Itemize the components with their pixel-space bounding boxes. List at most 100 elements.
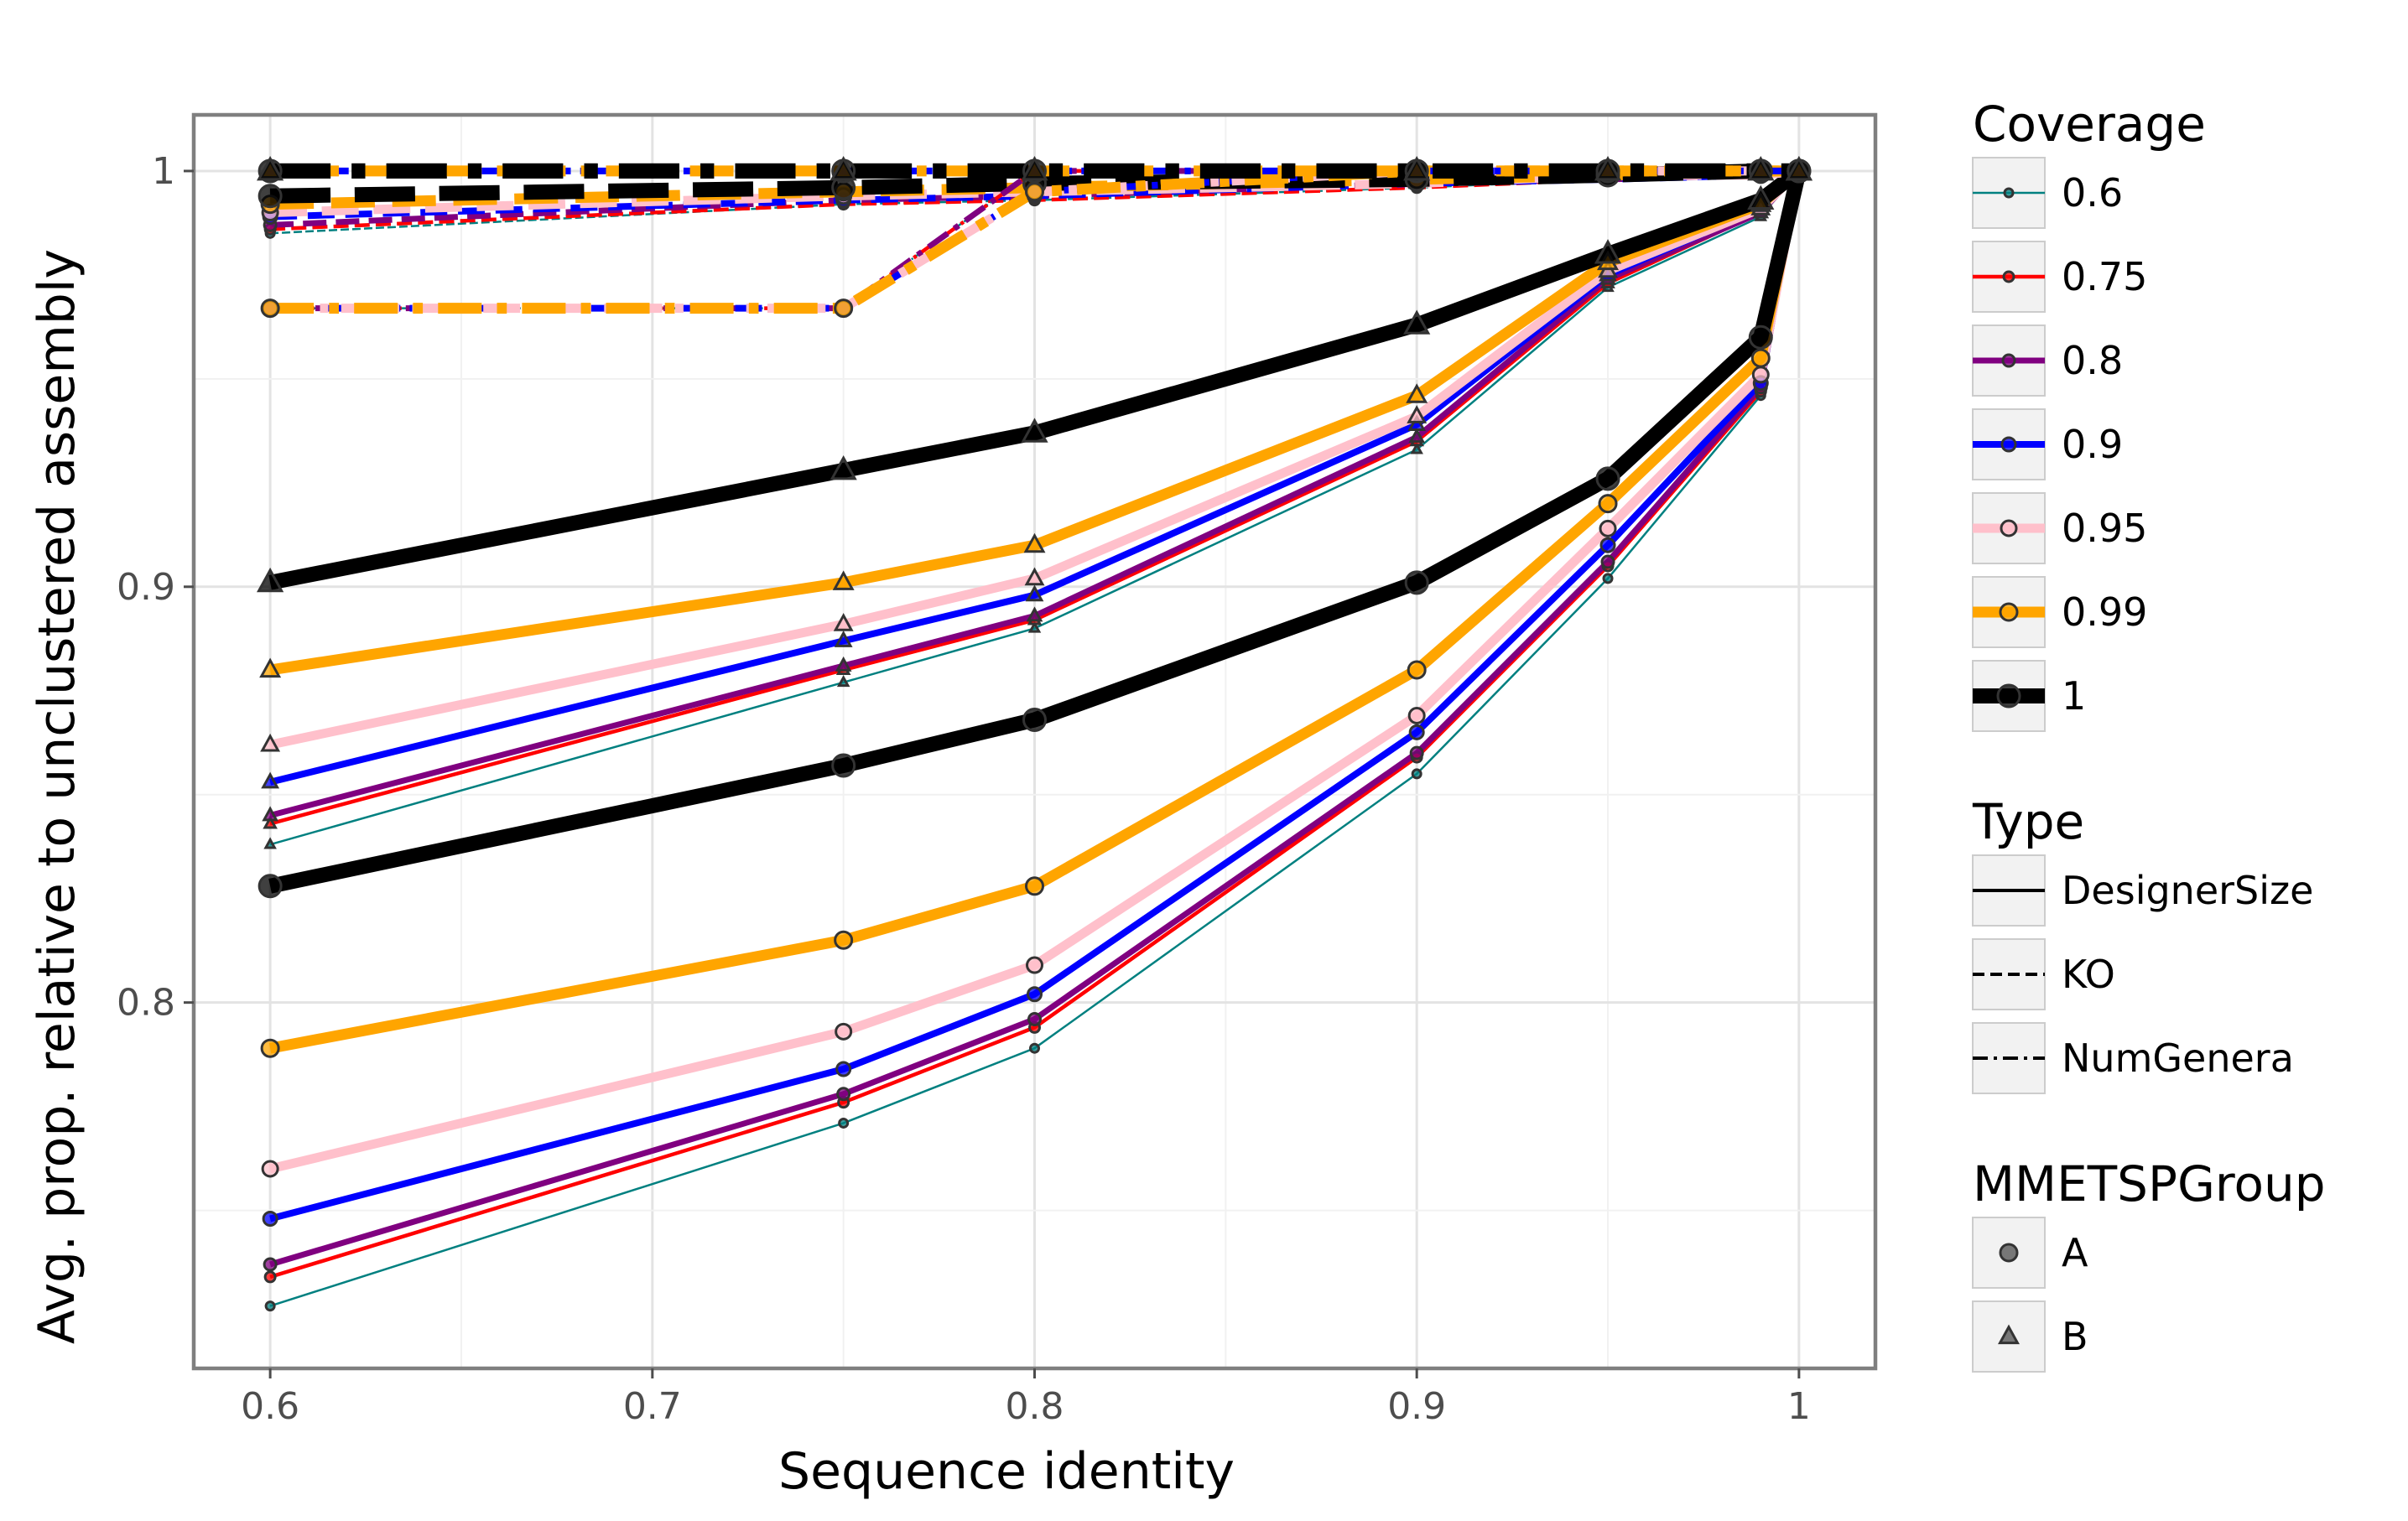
data-point-circle [260,298,280,319]
data-point-triangle [1594,156,1622,181]
data-point-circle [1025,876,1044,896]
data-point-circle [1999,1243,2019,1263]
data-point-circle [263,1257,278,1272]
legend-label: DesignerSize [2062,868,2313,913]
data-point-circle [834,298,854,319]
x-axis-title: Sequence identity [778,1442,1235,1501]
data-point-circle [1751,366,1770,384]
data-point-circle [257,874,283,899]
data-point-circle [1599,519,1617,537]
data-point-triangle [1594,239,1622,264]
data-point-triangle [1403,156,1431,181]
data-point-circle [1022,707,1047,732]
legend-label: 0.75 [2062,254,2147,299]
data-point-triangle [1021,156,1048,181]
data-point-circle [1407,707,1426,725]
data-point-circle [1411,768,1422,780]
data-point-circle [835,1061,852,1077]
data-point-circle [1027,986,1043,1003]
data-point-triangle [257,156,284,181]
legend-label: 0.95 [2062,506,2147,551]
legend-marker-swatch [1996,683,2021,709]
legend-marker-swatch [2001,353,2016,368]
x-tick-label: 0.8 [1006,1385,1064,1428]
data-point-triangle [261,771,280,789]
legend-marker-swatch [2000,519,2018,537]
data-point-circle [1408,724,1425,740]
axis-ticks: 0.6 0.7 0.8 0.9 1 0.8 0.9 1 [117,150,1811,1428]
data-point-circle [1600,554,1615,569]
legend-title: Coverage [1973,96,2206,153]
data-point-circle [1407,660,1427,680]
data-point-triangle [834,631,853,647]
legend-title: Type [1972,793,2084,850]
data-point-triangle [259,657,282,678]
legend-label: KO [2062,952,2115,997]
data-point-triangle [830,156,857,181]
legend-label: 0.6 [2062,170,2123,215]
legend-label: NumGenera [2062,1036,2294,1081]
legend-marker-swatch [1999,602,2019,622]
data-point-circle [1404,570,1429,595]
legend-label: A [2062,1230,2088,1275]
data-point-circle [264,1300,276,1312]
data-point-circle [1598,494,1618,514]
data-point-circle [263,1270,277,1284]
data-point-circle [1026,956,1043,974]
data-point-circle [1750,348,1771,368]
legend-marker-swatch [2000,436,2017,453]
data-point-triangle [836,675,850,688]
data-point-triangle [832,570,855,590]
data-point-circle [831,753,856,778]
y-tick-label: 0.8 [117,982,175,1025]
data-point-triangle [260,733,281,752]
legend-label: B [2062,1314,2088,1359]
data-point-circle [261,1160,279,1178]
data-point-triangle [1403,309,1431,335]
data-point-triangle [1026,606,1043,622]
data-point-triangle [1408,428,1426,444]
legend: Coverage 0.6 0.75 0.8 0.9 0.95 0.99 1 Type Design… [1972,96,2326,1373]
legend-title: MMETSPGroup [1973,1155,2326,1212]
y-tick-label: 1 [152,150,175,193]
data-point-triangle [1747,184,1775,210]
data-point-circle [260,1038,280,1058]
data-point-circle [1027,1011,1042,1026]
data-point-triangle [833,613,854,631]
data-point-circle [1595,466,1620,491]
data-point-circle [262,1210,278,1227]
data-point-triangle [1407,405,1428,423]
data-point-triangle [1027,620,1042,633]
data-point-triangle [1410,442,1423,454]
data-point-circle [257,184,283,209]
data-point-circle [1748,324,1773,350]
data-point-circle [838,1117,850,1129]
data-point-triangle [1785,156,1813,181]
data-point-circle [835,1022,853,1041]
data-point-triangle [263,815,278,829]
data-point-triangle [1024,567,1045,586]
data-point-triangle [1021,418,1048,443]
data-point-triangle [1406,383,1428,403]
x-tick-label: 1 [1787,1385,1811,1428]
y-axis-title: Avg. prop. relative to unclustered assem… [28,249,86,1344]
x-tick-label: 0.7 [623,1385,682,1428]
data-point-triangle [263,837,277,849]
data-point-circle [1602,573,1614,584]
legend-marker-swatch [2003,187,2015,199]
legend-label: 0.8 [2062,338,2123,383]
legend-label: 0.9 [2062,422,2123,467]
data-point-triangle [1023,532,1046,553]
data-point-triangle [830,455,857,480]
data-point-circle [1029,1042,1040,1054]
data-point-triangle [835,656,852,672]
y-tick-label: 0.9 [117,566,175,609]
x-tick-label: 0.9 [1387,1385,1446,1428]
data-point-circle [1599,537,1616,553]
series-markers [257,156,1813,1312]
data-point-triangle [1747,156,1775,181]
legend-label: 1 [2062,673,2086,719]
data-point-circle [1409,745,1424,760]
data-point-circle [836,1087,851,1102]
